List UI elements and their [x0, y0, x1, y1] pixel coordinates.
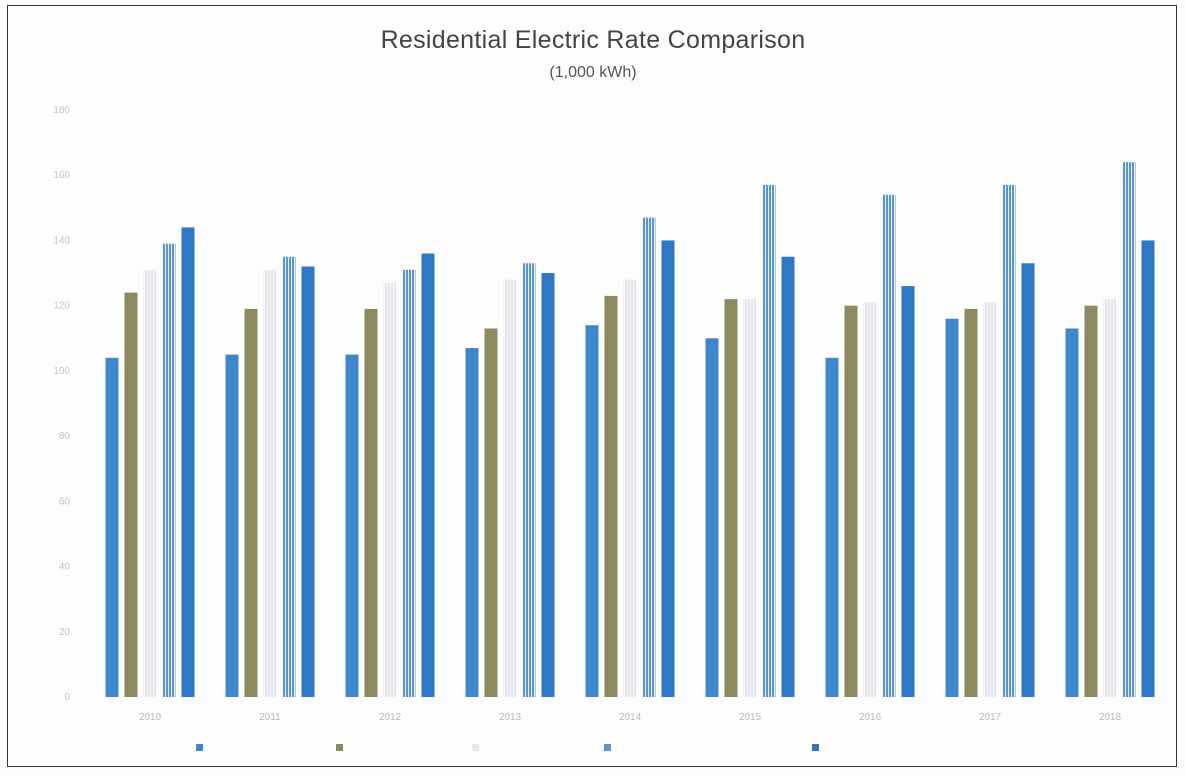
x-tick-label: 2011: [259, 712, 281, 723]
x-tick-label: 2018: [1099, 712, 1122, 723]
bar-series-4-2017: [1002, 185, 1016, 697]
legend-swatch: [336, 744, 343, 752]
bar-series-5-2010: [181, 227, 195, 697]
bar-series-5-2015: [781, 256, 795, 697]
x-tick-label: 2015: [739, 712, 762, 723]
bar-series-4-2013: [522, 263, 536, 697]
legend-swatch: [812, 744, 819, 752]
bar-series-4-2014: [642, 217, 656, 697]
bar-series-2-2018: [1084, 305, 1098, 697]
legend-item-2: [336, 742, 348, 752]
x-tick-label: 2016: [859, 712, 882, 723]
x-tick-label: 2013: [499, 712, 522, 723]
bar-series-5-2013: [541, 273, 555, 697]
legend-swatch: [472, 744, 479, 752]
legend-item-4: [604, 742, 616, 752]
bar-series-4-2016: [882, 194, 896, 698]
bar-series-1-2015: [705, 338, 719, 697]
legend-item-3: [472, 742, 484, 752]
legend-item-5: [812, 742, 824, 752]
bar-series-4-2018: [1122, 162, 1136, 697]
bar-series-4-2010: [162, 243, 176, 697]
y-tick-label: 140: [53, 235, 70, 246]
chart-legend: [0, 736, 1186, 758]
bar-series-1-2011: [225, 354, 239, 697]
bar-series-4-2011: [282, 256, 296, 697]
bar-series-2-2013: [484, 328, 498, 697]
bar-series-5-2017: [1021, 263, 1035, 697]
y-tick-label: 40: [59, 562, 71, 573]
bar-series-1-2014: [585, 325, 599, 697]
bar-series-3-2013: [503, 279, 517, 697]
bar-series-4-2012: [402, 269, 416, 697]
x-tick-label: 2017: [979, 712, 1002, 723]
bar-series-5-2014: [661, 240, 675, 697]
bar-series-5-2012: [421, 253, 435, 697]
bar-series-3-2012: [383, 282, 397, 697]
bar-series-2-2011: [244, 308, 258, 697]
bar-series-2-2014: [604, 295, 618, 697]
x-tick-label: 2010: [139, 712, 162, 723]
bar-series-3-2015: [743, 299, 757, 697]
x-tick-label: 2012: [379, 712, 402, 723]
bar-series-3-2016: [863, 302, 877, 697]
bar-series-2-2010: [124, 292, 138, 697]
legend-swatch: [196, 744, 203, 752]
bar-series-2-2012: [364, 308, 378, 697]
bar-series-3-2017: [983, 302, 997, 697]
bar-series-4-2015: [762, 185, 776, 697]
y-tick-label: 100: [53, 366, 70, 377]
bar-series-2-2016: [844, 305, 858, 697]
y-tick-label: 120: [53, 301, 70, 312]
bar-series-1-2012: [345, 354, 359, 697]
y-tick-label: 0: [64, 692, 70, 703]
bar-series-3-2010: [143, 269, 157, 697]
bar-series-1-2013: [465, 348, 479, 697]
bar-series-5-2011: [301, 266, 315, 697]
y-tick-label: 80: [59, 431, 71, 442]
bar-series-5-2018: [1141, 240, 1155, 697]
y-tick-label: 180: [53, 105, 70, 116]
legend-item-1: [196, 742, 208, 752]
bar-series-5-2016: [901, 286, 915, 697]
bar-series-3-2011: [263, 269, 277, 697]
bar-series-1-2010: [105, 357, 119, 697]
bar-series-3-2018: [1103, 299, 1117, 697]
y-tick-label: 160: [53, 170, 70, 181]
bar-series-2-2017: [964, 308, 978, 697]
bar-series-2-2015: [724, 299, 738, 697]
chart-subtitle: (1,000 kWh): [549, 64, 637, 81]
bar-series-1-2018: [1065, 328, 1079, 697]
chart-title: Residential Electric Rate Comparison: [380, 26, 806, 54]
bar-series-3-2014: [623, 279, 637, 697]
bar-series-1-2016: [825, 357, 839, 697]
legend-swatch: [604, 744, 611, 752]
y-tick-label: 60: [59, 496, 71, 507]
x-tick-label: 2014: [619, 712, 642, 723]
bar-series-1-2017: [945, 318, 959, 697]
y-tick-label: 20: [59, 627, 71, 638]
